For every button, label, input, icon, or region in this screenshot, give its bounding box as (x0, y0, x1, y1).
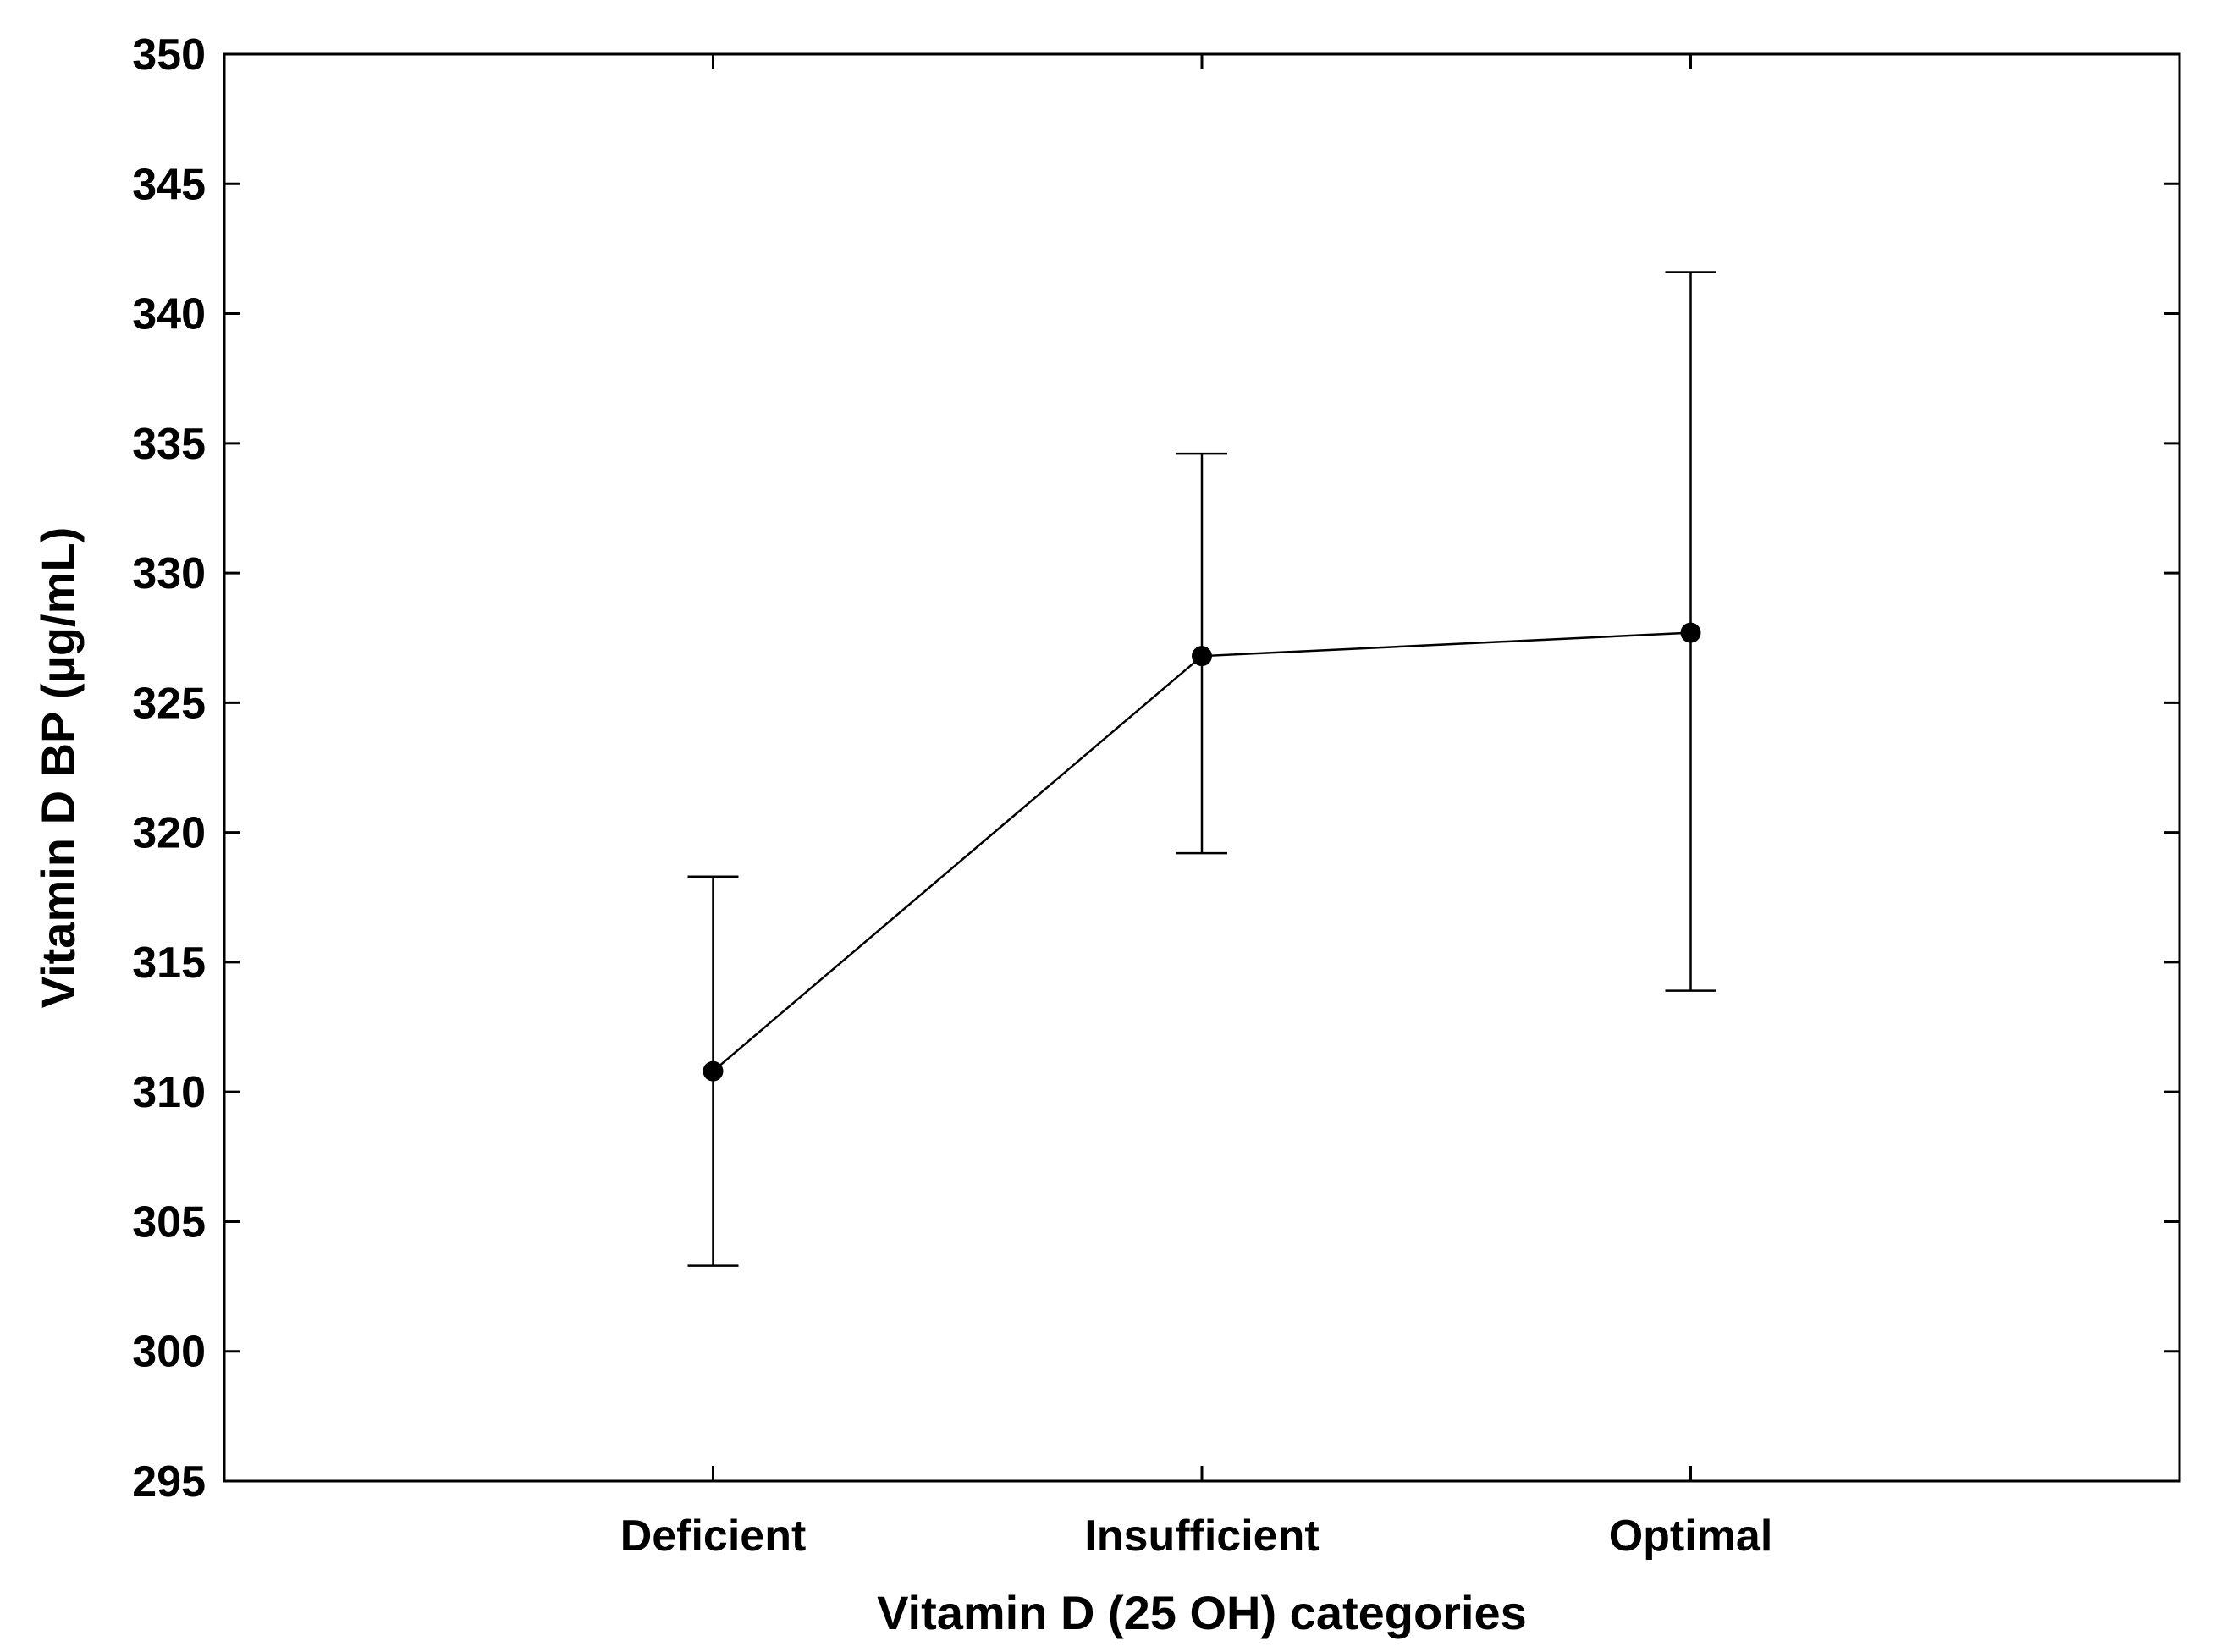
data-point (1680, 622, 1701, 643)
x-axis: Deficient Insufficient Optimal (620, 54, 1773, 1561)
y-tick-label: 320 (132, 809, 206, 858)
data-point (703, 1060, 724, 1082)
y-axis-title: Vitamin D BP (µg/mL) (31, 527, 85, 1008)
data-point (1192, 646, 1212, 667)
x-tick-label: Insufficient (1084, 1512, 1319, 1561)
y-tick-label: 325 (132, 679, 206, 728)
series-layer (687, 271, 1716, 1267)
y-tick-label: 310 (132, 1068, 206, 1117)
y-tick-label: 305 (132, 1198, 206, 1247)
y-tick-label: 335 (132, 420, 206, 469)
y-axis: 295 300 305 310 315 320 325 330 335 340 345 350 (132, 30, 2179, 1506)
y-tick-label: 300 (132, 1328, 206, 1377)
y-tick-label: 330 (132, 549, 206, 598)
x-axis-title: Vitamin D (25 OH) categories (877, 1586, 1527, 1639)
y-tick-label: 340 (132, 290, 206, 339)
y-tick-label: 315 (132, 939, 206, 988)
x-tick-label: Deficient (620, 1512, 807, 1561)
y-tick-label: 345 (132, 160, 206, 209)
x-tick-label: Optimal (1609, 1512, 1773, 1561)
y-tick-label: 350 (132, 30, 206, 80)
y-tick-label: 295 (132, 1457, 206, 1506)
